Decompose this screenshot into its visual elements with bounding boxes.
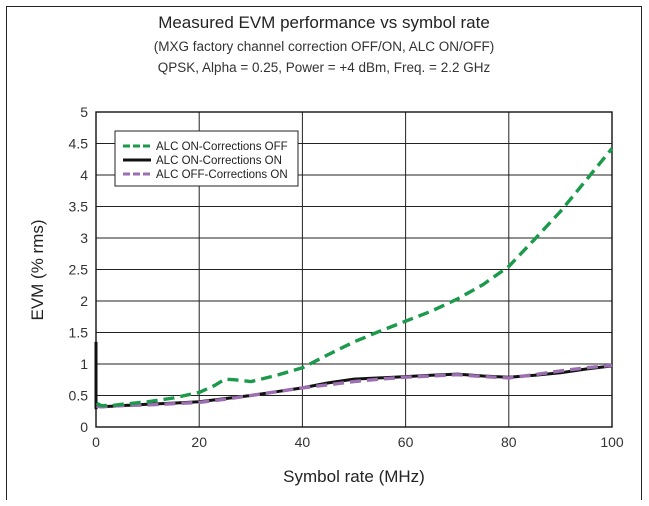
y-tick-label: 2 [80,293,88,309]
plot-area-border [95,111,613,428]
legend-label-2: ALC ON-Corrections ON [156,155,282,167]
x-tick-label: 60 [398,434,414,450]
y-tick-label: 3.5 [69,199,89,215]
y-axis-label: EVM (% rms) [28,219,47,320]
y-tick-label: 4.5 [69,136,89,152]
y-tick-label: 4 [80,167,88,183]
x-tick-label: 80 [501,434,517,450]
chart-title: Measured EVM performance vs symbol rate [158,13,490,32]
x-axis-label: Symbol rate (MHz) [283,467,425,486]
chart-subtitle-line-2: QPSK, Alpha = 0.25, Power = +4 dBm, Freq… [158,60,491,75]
legend-label-3: ALC OFF-Corrections ON [156,169,288,181]
y-tick-label: 3 [80,230,88,246]
x-tick-label: 100 [600,434,624,450]
chart-frame [6,6,642,500]
legend: ALC ON-Corrections OFF ALC ON-Corrections… [114,130,299,187]
legend-label-1: ALC ON-Corrections OFF [156,141,288,153]
series-line-3 [96,363,613,409]
series-layer [94,147,614,410]
x-tick-label: 0 [92,434,100,450]
y-tick-label: 1 [80,356,88,372]
y-tick-label: 1.5 [69,325,89,341]
tick-labels: 0 0.5 1 1.5 2 2.5 3 3.5 4 4.5 5 0 20 40 60 80 100 [69,104,624,450]
y-tick-label: 5 [80,104,88,120]
y-tick-label: 0.5 [69,388,89,404]
y-tick-label: 0 [80,419,88,435]
x-tick-label: 20 [191,434,207,450]
y-tick-label: 2.5 [69,262,89,278]
x-tick-label: 40 [295,434,311,450]
chart-subtitle-line-1: (MXG factory channel correction OFF/ON, … [154,39,495,54]
series-line-1 [95,147,614,408]
